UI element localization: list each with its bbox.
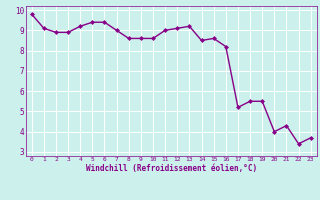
X-axis label: Windchill (Refroidissement éolien,°C): Windchill (Refroidissement éolien,°C) <box>86 164 257 173</box>
